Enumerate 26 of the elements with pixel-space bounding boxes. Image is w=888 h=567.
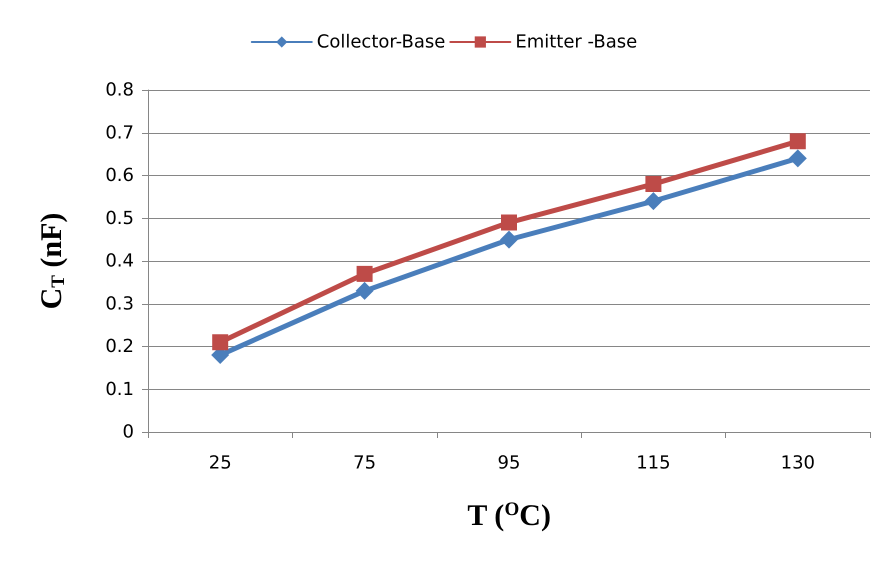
y-tick-label: 0.4 xyxy=(105,250,134,272)
y-tick-label: 0.1 xyxy=(105,378,134,400)
point xyxy=(212,334,228,350)
y-tick-label: 0 xyxy=(122,422,134,442)
point xyxy=(790,133,806,150)
y-tick-label: 0.3 xyxy=(105,293,134,314)
legend-label: Emitter -Base xyxy=(515,32,638,52)
x-tick-label: 130 xyxy=(780,452,815,474)
y-axis-title: CT (nF) xyxy=(35,212,69,310)
y-tick-label: 0.6 xyxy=(105,165,134,186)
y-tick-label: 0.7 xyxy=(105,122,134,144)
x-tick-label: 95 xyxy=(498,452,520,474)
x-tick-label: 25 xyxy=(208,452,232,474)
y-tick-label: 0.2 xyxy=(105,336,134,357)
point xyxy=(645,176,662,192)
legend-label: Collector-Base xyxy=(316,32,446,52)
point xyxy=(356,266,373,282)
y-tick-label: 0.8 xyxy=(105,80,134,100)
point xyxy=(501,214,517,231)
point xyxy=(644,192,662,210)
point xyxy=(356,282,374,300)
y-tick-label: 0.5 xyxy=(105,208,134,229)
point xyxy=(500,230,518,249)
point xyxy=(788,149,807,168)
x-tick-label: 115 xyxy=(636,452,671,474)
x-tick-label: 75 xyxy=(353,452,376,474)
